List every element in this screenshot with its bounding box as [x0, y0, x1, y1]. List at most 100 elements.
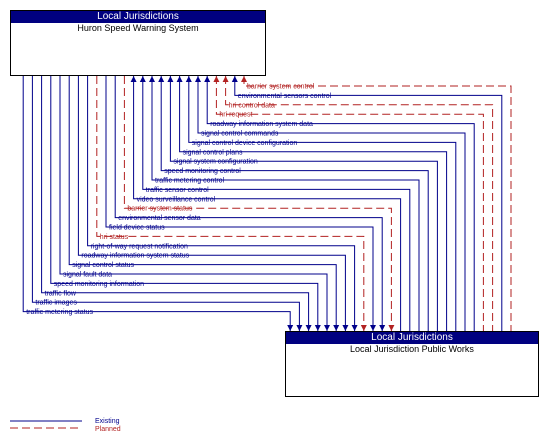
flow-label: traffic metering status — [26, 309, 93, 316]
flow-arrowhead — [195, 76, 201, 82]
flow-19[interactable]: signal control status — [68, 76, 340, 331]
legend: Existing Planned — [10, 418, 121, 433]
flow-arrowhead — [305, 325, 312, 331]
flow-line[interactable] — [179, 76, 448, 331]
flow-arrowhead — [314, 325, 321, 331]
flow-arrowhead — [222, 76, 229, 82]
flow-label: roadway information system data — [210, 121, 313, 128]
flow-label: signal system configuration — [173, 159, 258, 166]
flow-arrowhead — [176, 76, 183, 82]
flow-line[interactable] — [133, 76, 402, 331]
flow-line[interactable] — [22, 76, 291, 331]
flow-15[interactable]: field device status — [105, 76, 376, 331]
flow-arrowhead — [167, 76, 174, 82]
flow-11[interactable]: traffic sensor control — [139, 76, 411, 331]
top-box-header: Local Jurisdictions — [11, 11, 265, 23]
flow-arrowhead — [388, 325, 395, 331]
flow-label: traffic metering control — [155, 178, 225, 185]
flow-10[interactable]: traffic metering control — [149, 76, 420, 331]
flow-label: field device status — [109, 225, 165, 232]
flow-label: hri status — [100, 234, 129, 241]
flow-24[interactable]: traffic metering status — [22, 76, 294, 331]
flow-arrowhead — [204, 76, 211, 82]
flow-line[interactable] — [142, 76, 411, 331]
flow-21[interactable]: speed monitoring information — [50, 76, 321, 331]
flow-arrowhead — [139, 76, 146, 82]
flow-line[interactable] — [87, 76, 356, 331]
flow-14[interactable]: environmental sensor data — [114, 76, 386, 331]
legend-planned-label: Planned — [95, 426, 121, 433]
flow-line[interactable] — [188, 76, 457, 331]
flow-1[interactable]: environmental sensors control — [231, 76, 503, 331]
flow-line[interactable] — [50, 76, 319, 331]
flow-4[interactable]: roadway information system data — [204, 76, 475, 331]
flow-arrowhead — [379, 325, 386, 331]
flow-5[interactable]: signal control commands — [195, 76, 466, 331]
flow-line[interactable] — [31, 76, 300, 331]
flow-label: video surveillance control — [137, 196, 216, 203]
flow-23[interactable]: traffic images — [31, 76, 303, 331]
flow-label: traffic sensor control — [146, 187, 209, 194]
flow-2[interactable]: hri control data — [222, 76, 494, 331]
flow-line[interactable] — [234, 76, 503, 331]
flow-label: environmental sensors control — [238, 93, 332, 100]
flow-line[interactable] — [225, 76, 494, 331]
flow-20[interactable]: signal fault data — [59, 76, 330, 331]
flow-7[interactable]: signal control plans — [176, 76, 448, 331]
flow-label: traffic flow — [45, 290, 77, 297]
flow-arrowhead — [158, 76, 165, 82]
flow-label: hri control data — [229, 102, 275, 109]
flow-9[interactable]: speed monitoring control — [158, 76, 429, 331]
flow-label: right-of-way request notification — [91, 243, 188, 250]
flow-12[interactable]: video surveillance control — [130, 76, 402, 331]
flow-line[interactable] — [105, 76, 374, 331]
flow-line[interactable] — [123, 76, 392, 331]
flow-line[interactable] — [197, 76, 466, 331]
flow-8[interactable]: signal system configuration — [167, 76, 438, 331]
flow-line[interactable] — [114, 76, 383, 331]
flow-arrowhead — [287, 325, 294, 331]
flow-line[interactable] — [215, 76, 484, 331]
flow-line[interactable] — [206, 76, 475, 331]
flow-arrowhead — [296, 325, 303, 331]
flow-line[interactable] — [41, 76, 310, 331]
flow-17[interactable]: right-of-way request notification — [87, 76, 358, 331]
flow-22[interactable]: traffic flow — [41, 76, 312, 331]
flow-line[interactable] — [96, 76, 365, 331]
flow-16[interactable]: hri status — [96, 76, 367, 331]
legend-existing-label: Existing — [95, 418, 120, 425]
flow-arrowhead — [231, 76, 238, 82]
flow-line[interactable] — [151, 76, 420, 331]
flow-0[interactable]: barrier system control — [241, 76, 512, 331]
flow-label: hri request — [219, 112, 252, 119]
flow-label: speed monitoring control — [164, 168, 241, 175]
flow-label: barrier system status — [127, 206, 192, 213]
flow-line[interactable] — [160, 76, 429, 331]
flow-18[interactable]: roadway information system status — [77, 76, 349, 331]
bottom-box-name: Local Jurisdiction Public Works — [350, 344, 474, 354]
bottom-box-header: Local Jurisdictions — [286, 332, 538, 344]
flow-label: barrier system control — [247, 84, 315, 91]
flow-label: signal control commands — [201, 131, 279, 138]
flow-arrowhead — [185, 76, 192, 82]
flow-line[interactable] — [68, 76, 337, 331]
flow-arrowhead — [351, 325, 358, 331]
flow-line[interactable] — [59, 76, 328, 331]
flow-label: signal control plans — [183, 149, 243, 156]
flow-arrowhead — [324, 325, 330, 331]
flow-arrowhead — [213, 76, 220, 82]
public-works-box[interactable]: Local Jurisdictions Local Jurisdiction P… — [285, 331, 539, 397]
flow-label: roadway information system status — [81, 253, 189, 260]
flow-6[interactable]: signal control device configuration — [185, 76, 457, 331]
flow-line[interactable] — [77, 76, 346, 331]
flow-label: signal control device configuration — [192, 140, 298, 147]
flow-line[interactable] — [169, 76, 438, 331]
top-box-name: Huron Speed Warning System — [77, 23, 199, 33]
huron-speed-warning-system-box[interactable]: Local Jurisdictions Huron Speed Warning … — [10, 10, 266, 76]
flow-3[interactable]: hri request — [213, 76, 484, 331]
flow-label: environmental sensor data — [118, 215, 201, 222]
flow-label: traffic images — [35, 300, 77, 307]
flow-arrowhead — [370, 325, 376, 331]
flow-13[interactable]: barrier system status — [123, 76, 395, 331]
flow-arrowhead — [360, 325, 367, 331]
